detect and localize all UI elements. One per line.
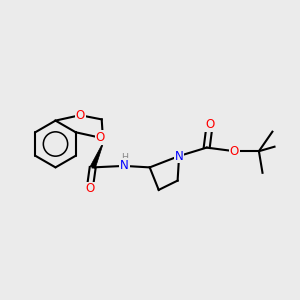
Text: H: H <box>121 153 128 162</box>
Text: O: O <box>96 131 105 144</box>
Text: O: O <box>85 182 94 196</box>
Text: O: O <box>230 145 239 158</box>
Text: O: O <box>76 109 85 122</box>
Polygon shape <box>90 143 104 169</box>
Text: N: N <box>120 159 129 172</box>
Text: O: O <box>205 118 214 131</box>
Text: N: N <box>175 149 184 163</box>
